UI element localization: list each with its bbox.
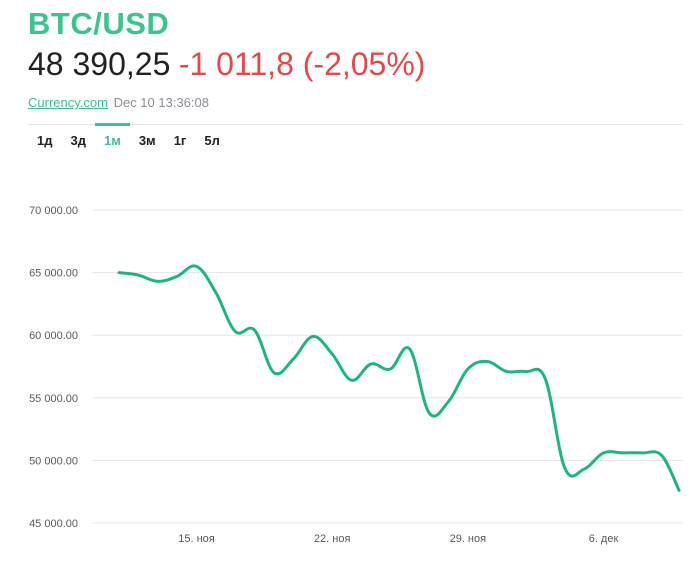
x-tick-label: 22. ноя [314,533,351,545]
tab-1m[interactable]: 1м [94,123,130,158]
current-price: 48 390,25 [28,46,171,82]
tab-3m[interactable]: 3м [138,133,156,148]
y-tick-label: 70 000.00 [29,205,78,217]
x-tick-label: 15. ноя [178,533,215,545]
currency-pair-title: BTC/USD [28,6,170,41]
tab-3d[interactable]: 3д [70,133,86,148]
y-tick-label: 60 000.00 [29,330,78,342]
x-tick-label: 29. ноя [450,533,487,545]
price-row: 48 390,25 -1 011,8 (-2,05%) [28,46,425,89]
y-tick-label: 55 000.00 [29,393,78,405]
quote-header: BTC/USD 48 390,25 -1 011,8 (-2,05%) Curr… [28,6,425,110]
price-series-line [117,264,681,492]
y-tick-label: 50 000.00 [29,455,78,467]
tab-5y[interactable]: 5л [204,133,220,148]
tab-1y[interactable]: 1г [173,133,187,148]
price-change: -1 011,8 (-2,05%) [178,46,426,82]
y-tick-label: 45 000.00 [29,518,78,530]
y-axis: 70 000.00 65 000.00 60 000.00 55 000.00 50 0… [29,205,78,530]
chart-grid [92,209,683,524]
timestamp: Dec 10 13:36:08 [113,95,209,110]
x-axis: 15. ноя 22. ноя 29. ноя 6. дек [178,533,618,545]
x-tick-label: 6. дек [589,533,619,545]
timeframe-tabs: 1д 3д 1м 3м 1г 5л [28,123,229,158]
source-link[interactable]: Currency.com [28,95,108,110]
header-divider [28,124,683,125]
y-tick-label: 65 000.00 [29,268,78,280]
tab-1d[interactable]: 1д [37,133,53,148]
chart-series [117,264,681,492]
source-row: Currency.com Dec 10 13:36:08 [28,95,425,110]
